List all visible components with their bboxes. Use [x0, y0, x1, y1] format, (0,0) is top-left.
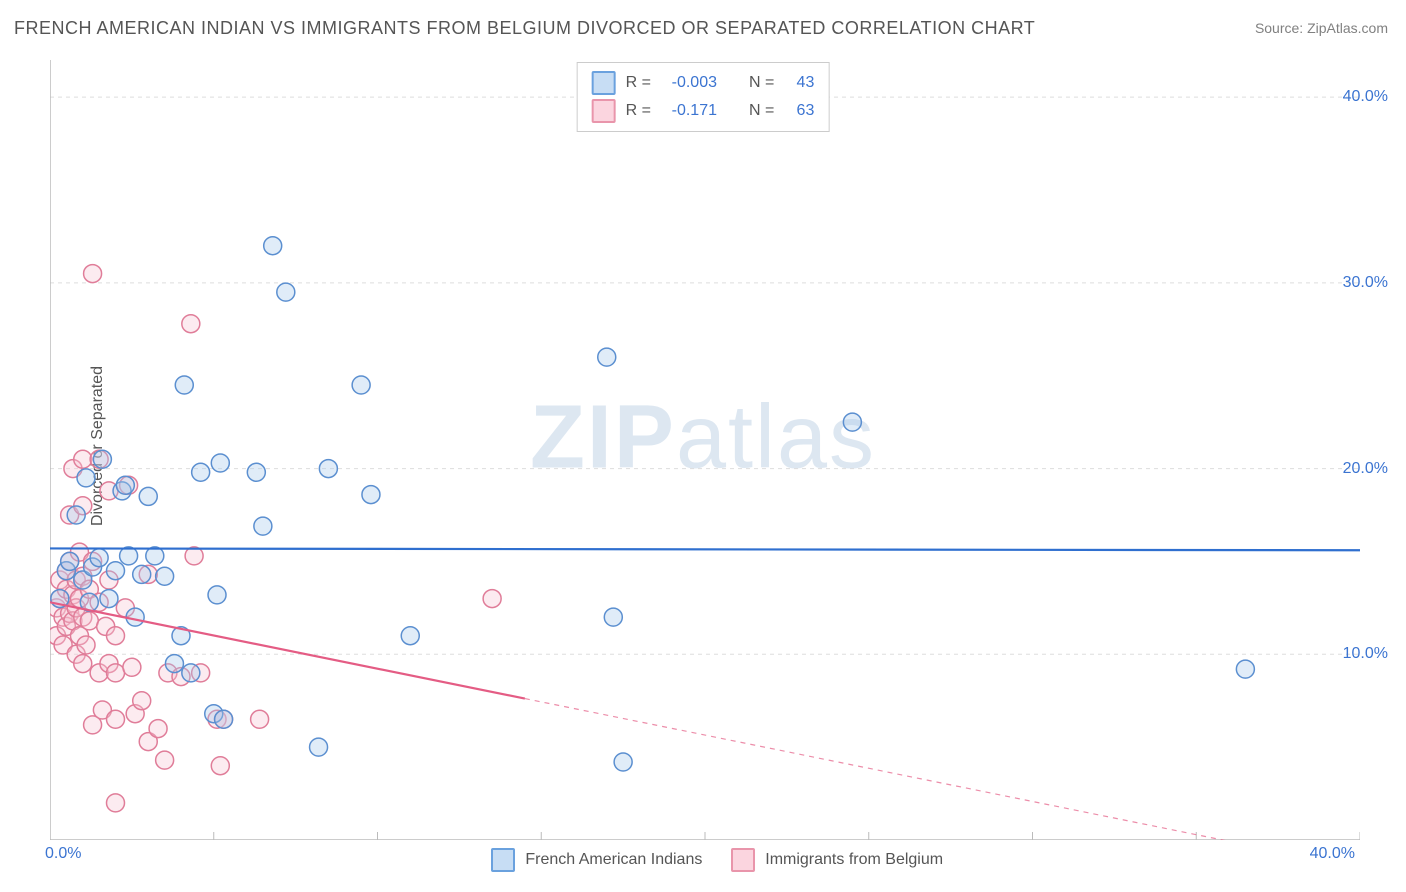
y-axis-tick-label: 40.0%	[1343, 88, 1388, 106]
plot-area	[50, 60, 1360, 840]
n-value: 63	[784, 102, 814, 120]
y-axis-tick-label: 10.0%	[1343, 645, 1388, 663]
r-value: -0.003	[661, 74, 717, 92]
r-label: R =	[626, 102, 651, 120]
stats-legend-row: R = -0.171 N = 63	[592, 97, 815, 125]
y-axis-tick-label: 30.0%	[1343, 274, 1388, 292]
series-name: Immigrants from Belgium	[765, 851, 943, 868]
series-name: French American Indians	[525, 851, 702, 868]
r-value: -0.171	[661, 102, 717, 120]
y-axis-tick-label: 20.0%	[1343, 460, 1388, 478]
stats-legend: R = -0.003 N = 43 R = -0.171 N = 63	[577, 62, 830, 132]
series-legend: French American Indians Immigrants from …	[50, 848, 1360, 872]
scatter-svg	[50, 60, 1360, 840]
n-label: N =	[749, 74, 774, 92]
chart-title: FRENCH AMERICAN INDIAN VS IMMIGRANTS FRO…	[14, 18, 1035, 39]
chart-container: FRENCH AMERICAN INDIAN VS IMMIGRANTS FRO…	[0, 0, 1406, 892]
legend-swatch-icon	[731, 848, 755, 872]
n-value: 43	[784, 74, 814, 92]
legend-swatch-icon	[592, 71, 616, 95]
legend-swatch-icon	[592, 99, 616, 123]
source-attribution: Source: ZipAtlas.com	[1255, 20, 1388, 36]
y-axis-tick-labels: 10.0% 20.0% 30.0% 40.0%	[1318, 60, 1388, 840]
n-label: N =	[749, 102, 774, 120]
legend-swatch-icon	[491, 848, 515, 872]
r-label: R =	[626, 74, 651, 92]
stats-legend-row: R = -0.003 N = 43	[592, 69, 815, 97]
